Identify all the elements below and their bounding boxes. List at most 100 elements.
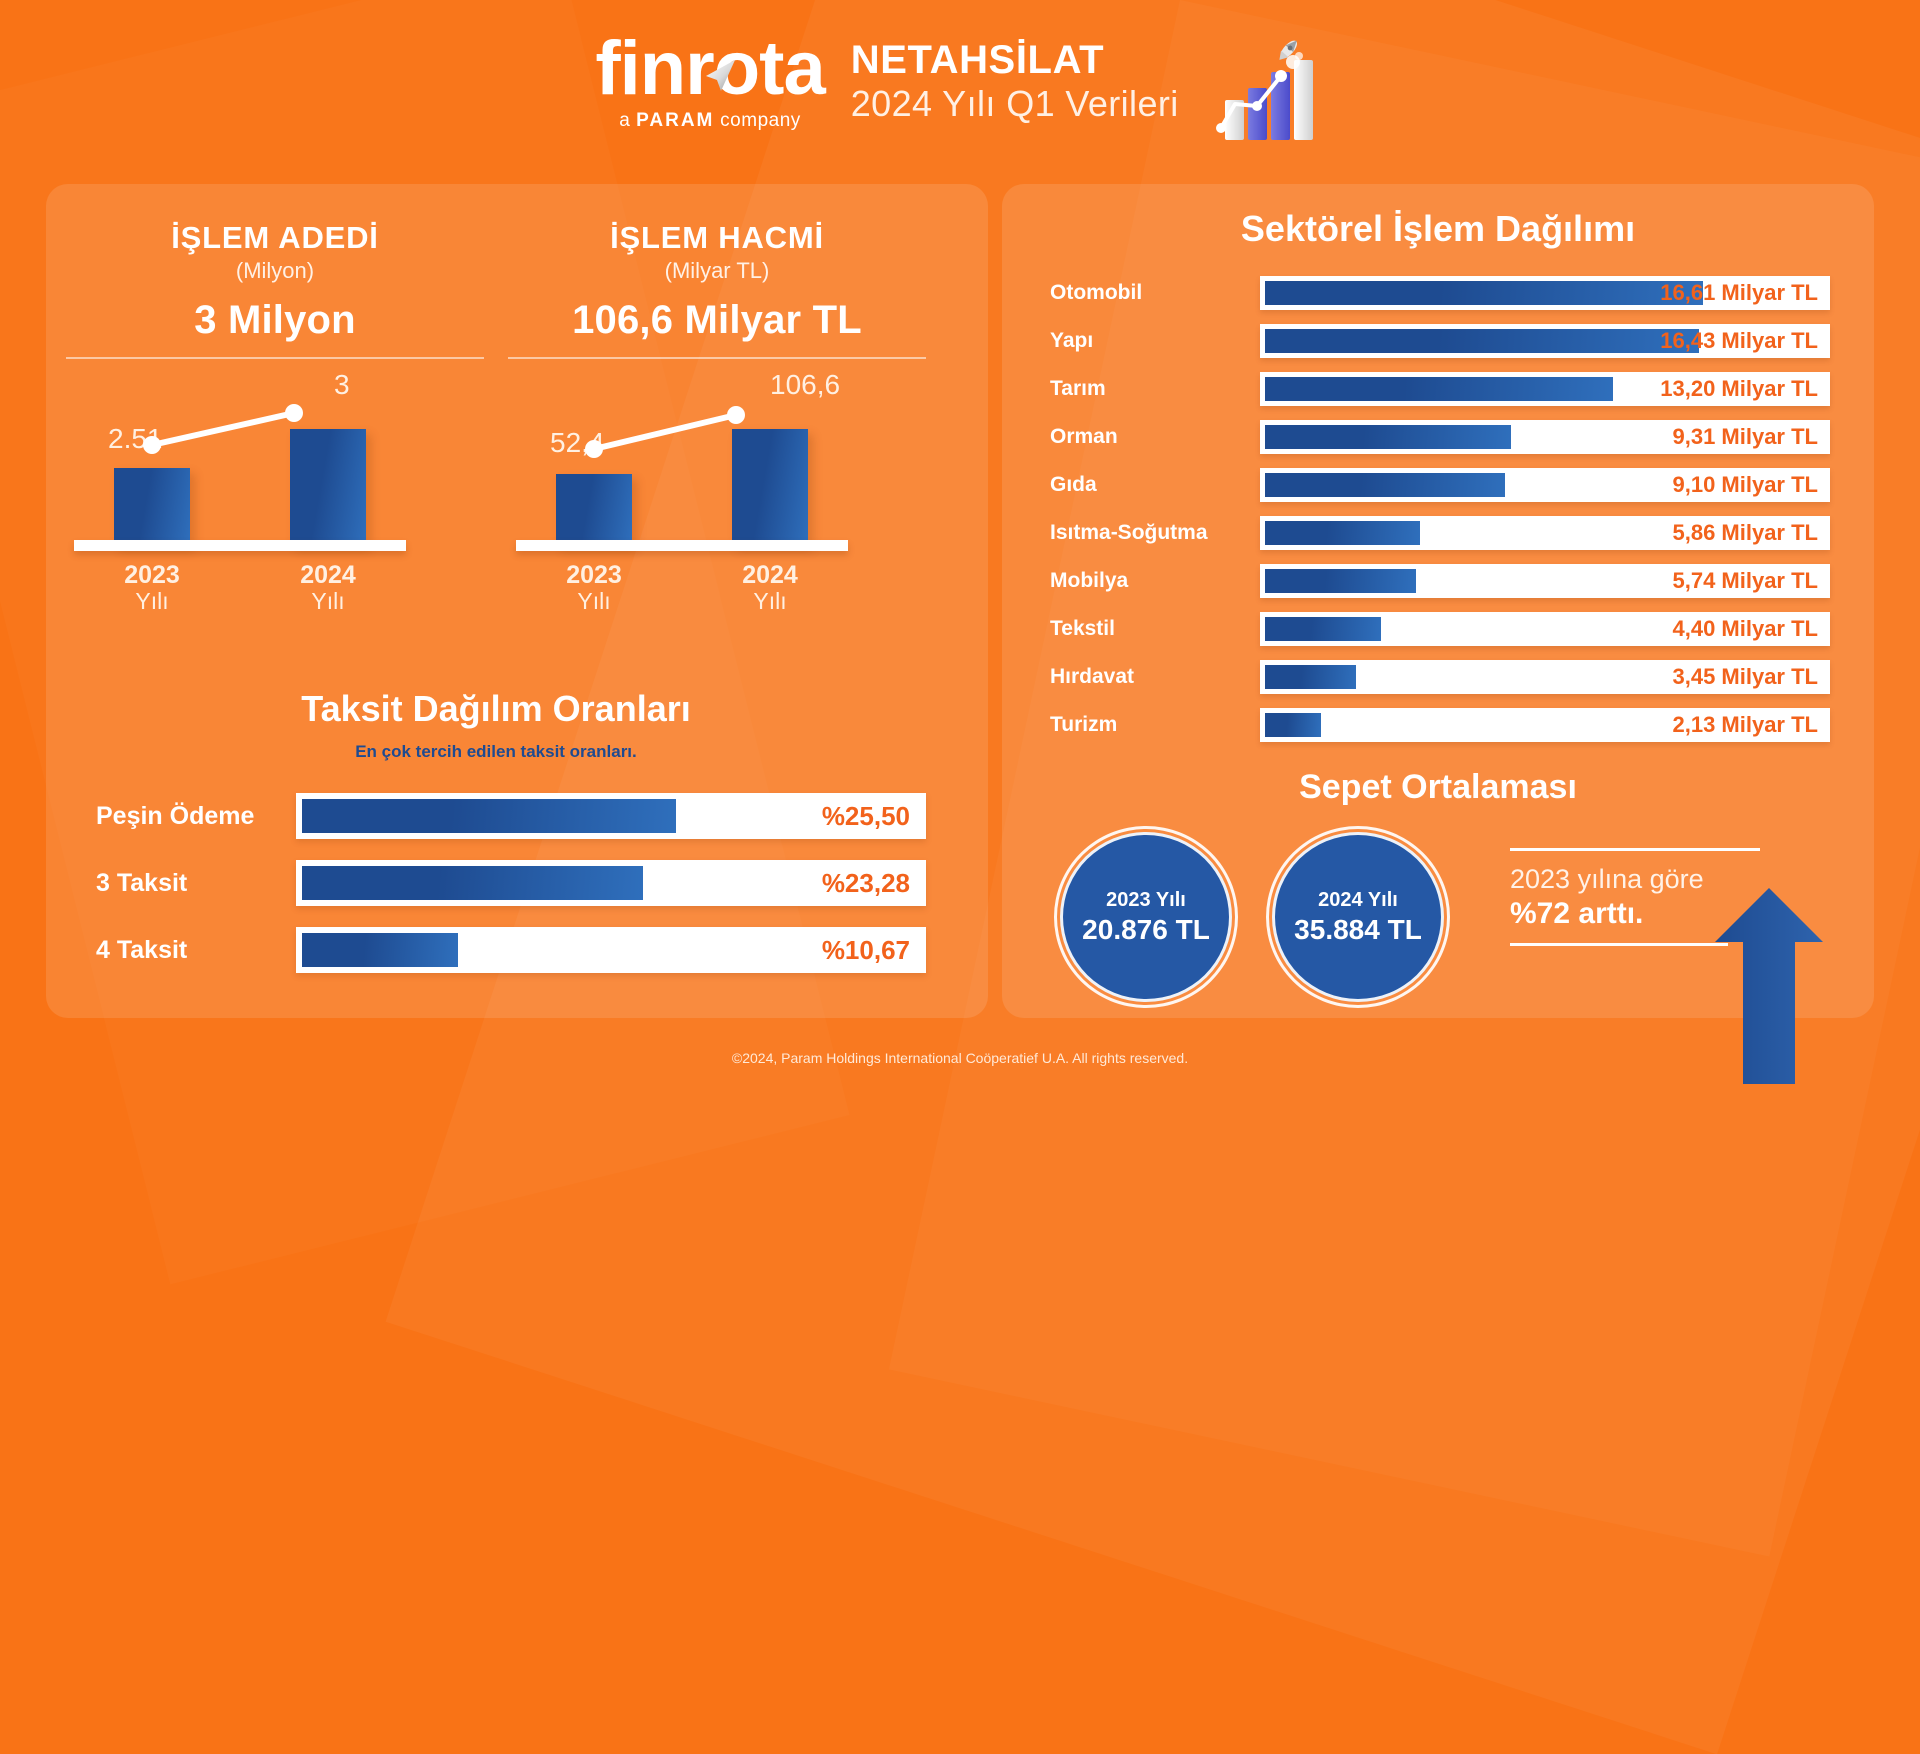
basket-average-title: Sepet Ortalaması [1299, 768, 1577, 806]
chart-baseline [516, 540, 848, 551]
sector-bar-fill [1265, 425, 1511, 449]
sector-row: Turizm 2,13 Milyar TL [1050, 708, 1830, 742]
logo-tagline-a: a [619, 109, 631, 131]
bar-value-2024: 106,6 [770, 369, 841, 400]
kpi-transaction-volume-chart: 52,4 106,6 2023 Yılı 2024 Yılı [508, 365, 926, 615]
sector-bar-fill [1265, 665, 1357, 689]
installment-bar-fill [302, 933, 459, 967]
kpi-transaction-volume-value: 106,6 Milyar TL [572, 298, 862, 342]
sector-bar-fill [1265, 569, 1417, 593]
axis-label-2024: 2024 Yılı [700, 561, 840, 615]
basket-circle-2023-year: 2023 Yılı [1106, 888, 1186, 911]
growth-callout: 2023 yılına göre %72 arttı. [1510, 848, 1790, 946]
growth-divider-top [1510, 848, 1760, 851]
sector-label: Hırdavat [1050, 665, 1135, 688]
installments-title: Taksit Dağılım Oranları [301, 688, 691, 729]
basket-circle-2024-amount: 35.884 TL [1294, 913, 1422, 945]
axis-label-2023-suffix: Yılı [135, 588, 169, 614]
kpi-divider [66, 357, 484, 359]
installment-row: 3 Taksit %23,28 [96, 860, 926, 906]
installment-label: Peşin Ödeme [96, 801, 255, 830]
growth-text-line2: %72 arttı. [1510, 897, 1644, 930]
kpi-transaction-volume-title: İŞLEM HACMİ [610, 220, 824, 255]
sector-value: 16,43 Milyar TL [1660, 328, 1818, 353]
sector-label: Tarım [1050, 377, 1106, 400]
installment-label: 4 Taksit [96, 935, 188, 964]
axis-label-2023: 2023 Yılı [524, 561, 664, 615]
kpi-transaction-volume-unit: (Milyar TL) [664, 258, 770, 283]
sector-value: 5,86 Milyar TL [1672, 520, 1818, 545]
sector-value: 5,74 Milyar TL [1672, 568, 1818, 593]
sector-row: Tarım 13,20 Milyar TL [1050, 372, 1830, 406]
sector-row: Mobilya 5,74 Milyar TL [1050, 564, 1830, 598]
basket-average-circle-2023: 2023 Yılı 20.876 TL [1054, 826, 1238, 1008]
sector-value: 3,45 Milyar TL [1672, 664, 1818, 689]
installment-value: %10,67 [821, 934, 910, 965]
finrota-logo: finrota a PARAM company [595, 31, 825, 138]
trend-line-icon [585, 406, 745, 458]
sector-bar-fill [1265, 329, 1699, 353]
installment-bar-fill [302, 799, 676, 833]
page-header: finrota a PARAM company NETAHSİLAT 2024 … [0, 0, 1920, 172]
sector-bar-fill [1265, 473, 1506, 497]
kpi-transaction-count-title: İŞLEM ADEDİ [171, 220, 379, 255]
page-subtitle: 2024 Yılı Q1 Verileri [850, 83, 1179, 125]
sector-label: Orman [1050, 425, 1118, 448]
sector-label: Gıda [1050, 473, 1097, 496]
trend-line-icon [143, 404, 303, 454]
sectors-bar-list: Otomobil 16,61 Milyar TL Yapı 16,43 Milyar … [1050, 276, 1830, 756]
sector-value: 4,40 Milyar TL [1672, 616, 1818, 641]
header-title-group: NETAHSİLAT 2024 Yılı Q1 Verileri [851, 38, 1179, 133]
bar-2024 [290, 429, 366, 546]
sector-label: Turizm [1050, 713, 1118, 736]
sector-value: 9,31 Milyar TL [1672, 424, 1818, 449]
logo-tagline-company: company [720, 109, 801, 131]
sector-row: Yapı 16,43 Milyar TL [1050, 324, 1830, 358]
sector-bar-track: 16,43 Milyar TL [1260, 324, 1830, 358]
bar-2024 [732, 429, 808, 546]
logo-tagline: a PARAM company [619, 110, 801, 132]
sector-bar-fill [1265, 377, 1614, 401]
sector-bar-fill [1265, 521, 1420, 545]
sector-bar-track: 9,10 Milyar TL [1260, 468, 1830, 502]
kpi-transaction-count-unit: (Milyon) [235, 258, 315, 283]
sector-bar-track: 2,13 Milyar TL [1260, 708, 1830, 742]
logo-compass-needle-icon [706, 60, 736, 92]
sector-bar-track: 3,45 Milyar TL [1260, 660, 1830, 694]
sector-bar-track: 16,61 Milyar TL [1260, 276, 1830, 310]
bar-2023 [114, 468, 190, 546]
up-arrow-icon [1710, 884, 1828, 1084]
sector-bar-track: 5,74 Milyar TL [1260, 564, 1830, 598]
sector-label: Tekstil [1050, 617, 1115, 640]
sector-label: Otomobil [1050, 281, 1143, 304]
footer-copyright: ©2024, Param Holdings International Coöp… [731, 1050, 1189, 1066]
installment-bar-track: %23,28 [296, 860, 926, 906]
sector-bar-fill [1265, 617, 1382, 641]
installment-bar-track: %10,67 [296, 927, 926, 973]
chart-baseline [74, 540, 406, 551]
kpi-transaction-volume: İŞLEM HACMİ (Milyar TL) 106,6 Milyar TL … [508, 220, 926, 615]
sector-bar-track: 5,86 Milyar TL [1260, 516, 1830, 550]
axis-label-2023-year: 2023 [566, 561, 622, 589]
sector-bar-fill [1265, 281, 1704, 305]
axis-label-2023-suffix: Yılı [577, 588, 611, 614]
basket-circle-2024-year: 2024 Yılı [1318, 888, 1398, 911]
sector-row: Orman 9,31 Milyar TL [1050, 420, 1830, 454]
installment-bar-fill [302, 866, 644, 900]
installment-bar-track: %25,50 [296, 793, 926, 839]
logo-tagline-param: PARAM [636, 109, 715, 131]
kpi-transaction-count: İŞLEM ADEDİ (Milyon) 3 Milyon 2.51 3 202… [66, 220, 484, 615]
installment-row: 4 Taksit %10,67 [96, 927, 926, 973]
bar-2023 [556, 474, 632, 546]
sector-value: 2,13 Milyar TL [1672, 712, 1818, 737]
axis-label-2024: 2024 Yılı [258, 561, 398, 615]
sector-bar-fill [1265, 713, 1322, 737]
sector-label: Isıtma-Soğutma [1050, 521, 1208, 544]
sectors-title: Sektörel İşlem Dağılımı [1240, 208, 1636, 249]
basket-circle-2023-amount: 20.876 TL [1082, 913, 1210, 945]
axis-label-2024-suffix: Yılı [753, 588, 787, 614]
axis-label-2024-year: 2024 [300, 561, 356, 589]
sector-row: Gıda 9,10 Milyar TL [1050, 468, 1830, 502]
axis-label-2023: 2023 Yılı [82, 561, 222, 615]
growth-divider-bottom [1510, 943, 1728, 946]
